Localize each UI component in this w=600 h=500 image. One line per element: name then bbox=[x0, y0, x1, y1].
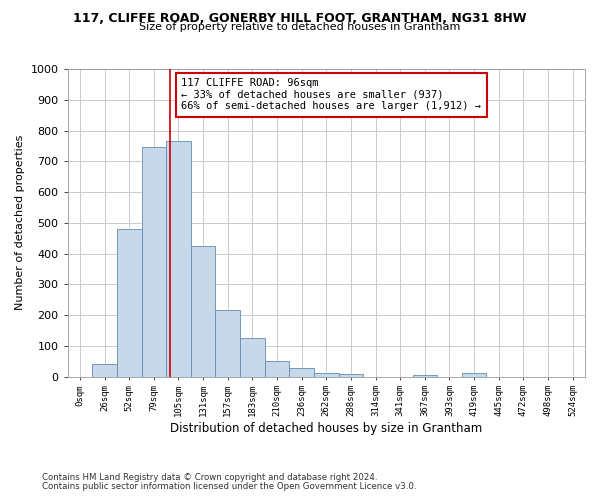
Text: Size of property relative to detached houses in Grantham: Size of property relative to detached ho… bbox=[139, 22, 461, 32]
Bar bbox=[142, 148, 166, 376]
Y-axis label: Number of detached properties: Number of detached properties bbox=[15, 135, 25, 310]
Bar bbox=[166, 142, 191, 376]
Bar bbox=[265, 361, 289, 376]
Bar bbox=[314, 373, 338, 376]
Bar bbox=[92, 364, 117, 376]
Text: Contains public sector information licensed under the Open Government Licence v3: Contains public sector information licen… bbox=[42, 482, 416, 491]
X-axis label: Distribution of detached houses by size in Grantham: Distribution of detached houses by size … bbox=[170, 422, 482, 435]
Bar bbox=[338, 374, 363, 376]
Bar bbox=[462, 373, 487, 376]
Bar bbox=[240, 338, 265, 376]
Text: Contains HM Land Registry data © Crown copyright and database right 2024.: Contains HM Land Registry data © Crown c… bbox=[42, 474, 377, 482]
Bar bbox=[289, 368, 314, 376]
Bar bbox=[117, 229, 142, 376]
Text: 117, CLIFFE ROAD, GONERBY HILL FOOT, GRANTHAM, NG31 8HW: 117, CLIFFE ROAD, GONERBY HILL FOOT, GRA… bbox=[73, 12, 527, 26]
Text: 117 CLIFFE ROAD: 96sqm
← 33% of detached houses are smaller (937)
66% of semi-de: 117 CLIFFE ROAD: 96sqm ← 33% of detached… bbox=[181, 78, 481, 112]
Bar bbox=[215, 310, 240, 376]
Bar bbox=[413, 375, 437, 376]
Bar bbox=[191, 246, 215, 376]
